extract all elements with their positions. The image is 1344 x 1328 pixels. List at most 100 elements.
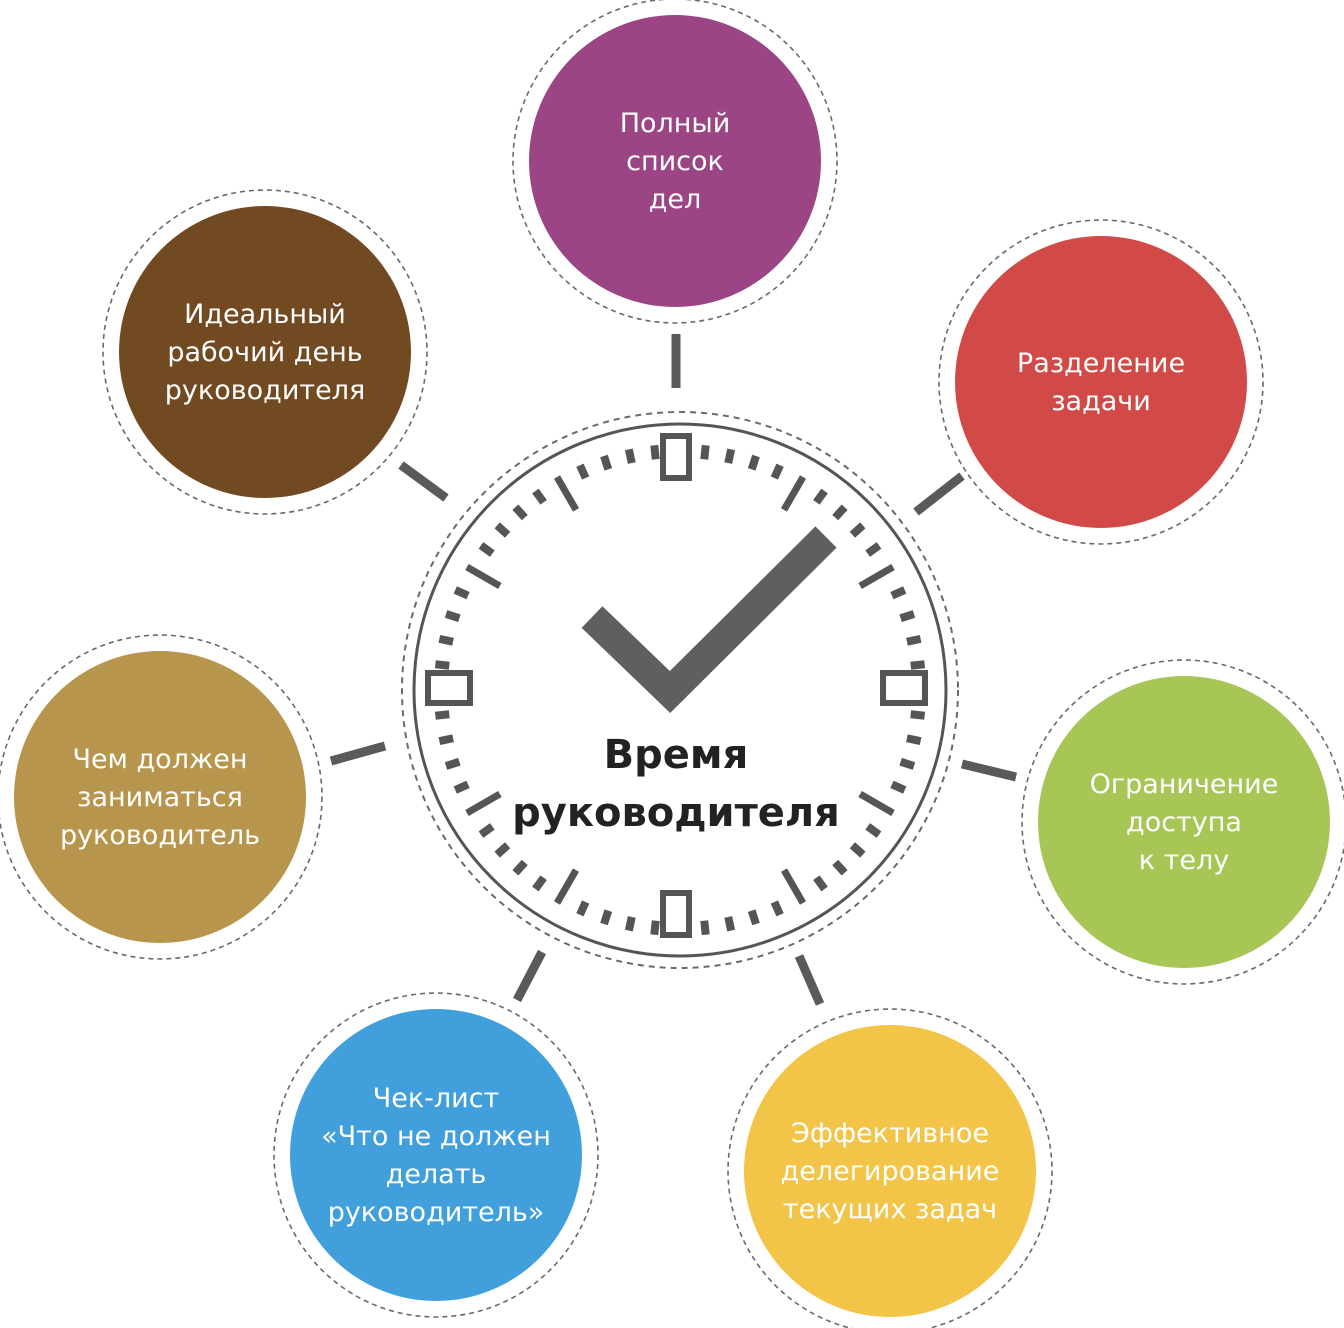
node-full-task-list: Полный список дел <box>512 0 838 324</box>
minute-tick <box>532 488 547 505</box>
hour-tick <box>780 868 807 905</box>
minute-tick <box>906 634 922 646</box>
minute-tick <box>899 610 916 623</box>
node-label-line: делегирование <box>781 1156 1000 1187</box>
minute-tick <box>747 909 760 926</box>
node-disc <box>744 1025 1036 1317</box>
minute-tick <box>512 504 528 521</box>
connector-lines <box>329 334 1018 1006</box>
node-disc <box>14 651 306 943</box>
node-dashed-outline <box>1021 659 1344 985</box>
connector-task-separation <box>913 472 965 516</box>
node-ideal-workday: Идеальный рабочий день руководителя <box>102 189 428 515</box>
node-dashed-outline <box>102 189 428 515</box>
node-label-line: Идеальный <box>184 299 346 330</box>
hour-marker <box>660 433 692 481</box>
minute-tick <box>906 734 922 746</box>
minute-tick <box>700 444 710 460</box>
connector-manager-duties <box>329 741 387 766</box>
hour-tick <box>780 475 807 512</box>
minute-tick <box>849 522 866 538</box>
node-dashed-outline <box>727 1008 1053 1328</box>
minute-tick <box>832 859 848 876</box>
node-dashed-outline <box>0 634 323 960</box>
minute-tick <box>478 823 495 838</box>
minute-tick <box>650 920 660 936</box>
hour-tick <box>858 563 895 590</box>
node-dashed-outline <box>938 219 1264 545</box>
minute-tick <box>576 463 590 480</box>
node-dashed-outline <box>512 0 838 324</box>
node-label-line: дел <box>649 184 702 215</box>
node-label-line: руководителя <box>165 375 365 406</box>
minute-tick <box>890 586 907 600</box>
minute-tick <box>600 909 613 926</box>
minute-tick <box>624 448 636 464</box>
node-label-line: задачи <box>1051 386 1151 417</box>
connector-checklist <box>513 949 546 1003</box>
node-checklist: Чек-лист «Что не должен делать руководитель… <box>273 992 599 1318</box>
clock-hour-markers <box>425 433 928 938</box>
node-label-line: Полный <box>620 108 731 139</box>
minute-tick <box>650 444 660 460</box>
minute-tick <box>865 542 882 557</box>
node-label-line: рабочий день <box>167 337 362 368</box>
minute-tick <box>849 842 866 858</box>
node-label-line: «Что не должен <box>321 1121 551 1152</box>
connector-effective-delegation <box>794 954 825 1006</box>
minute-tick <box>453 586 470 600</box>
minute-tick <box>494 522 511 538</box>
hour-tick <box>465 790 502 817</box>
node-effective-delegation: Эффективное делегирование текущих задач <box>727 1008 1053 1328</box>
minute-tick <box>724 916 736 932</box>
node-manager-duties: Чем должен заниматься руководитель <box>0 634 323 960</box>
minute-tick <box>444 757 461 770</box>
center-title-line-1: Время <box>604 732 749 778</box>
minute-tick <box>890 780 907 794</box>
center-title-line-2: руководителя <box>512 790 840 836</box>
minute-tick <box>434 660 450 670</box>
minute-tick <box>700 920 710 936</box>
minute-tick <box>576 900 590 917</box>
hour-marker <box>660 890 692 938</box>
hour-tick <box>858 790 895 817</box>
minute-tick <box>438 734 454 746</box>
minute-tick <box>865 823 882 838</box>
node-disc <box>529 15 821 307</box>
node-task-separation: Разделение задачи <box>938 219 1264 545</box>
node-label-line: доступа <box>1126 807 1242 838</box>
hour-tick <box>553 868 580 905</box>
clock-dashed-outline <box>401 411 959 969</box>
hour-marker <box>880 670 928 706</box>
minute-tick <box>478 542 495 557</box>
minute-tick <box>532 875 547 892</box>
node-disc <box>119 206 411 498</box>
checkmark-icon <box>581 526 837 713</box>
node-label-line: Эффективное <box>791 1118 989 1149</box>
node-label-line: Чек-лист <box>373 1083 500 1114</box>
clock-face: Время руководителя <box>401 411 959 969</box>
node-label-line: делать <box>386 1159 487 1190</box>
hour-tick <box>553 475 580 512</box>
node-label-line: Ограничение <box>1090 769 1279 800</box>
node-label-line: руководитель <box>60 820 260 851</box>
minute-tick <box>832 504 848 521</box>
minute-tick <box>438 634 454 646</box>
minute-tick <box>453 780 470 794</box>
minute-tick <box>747 454 760 471</box>
minute-tick <box>434 710 450 720</box>
minute-tick <box>770 463 784 480</box>
minute-tick <box>910 660 926 670</box>
node-label-line: текущих задач <box>783 1194 997 1225</box>
node-disc <box>290 1009 582 1301</box>
minute-tick <box>770 900 784 917</box>
minute-tick <box>512 859 528 876</box>
minute-tick <box>444 610 461 623</box>
node-label-line: список <box>626 146 724 177</box>
minute-tick <box>724 448 736 464</box>
hour-tick <box>465 563 502 590</box>
node-disc <box>955 236 1247 528</box>
minute-tick <box>494 842 511 858</box>
